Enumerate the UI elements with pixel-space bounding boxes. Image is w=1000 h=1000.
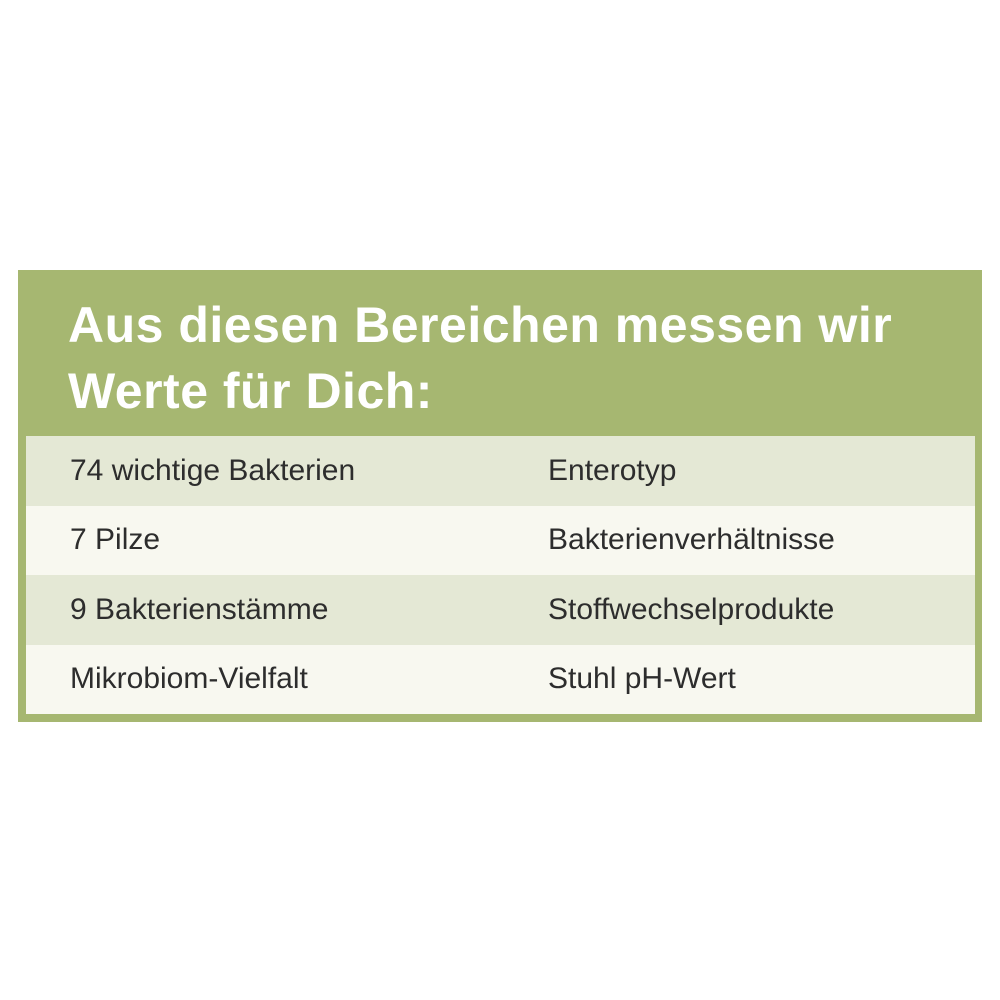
table-body: 74 wichtige Bakterien Enterotyp 7 Pilze …	[18, 436, 982, 722]
table-cell-left: 9 Bakterienstämme	[70, 592, 329, 626]
measurement-areas-table: Aus diesen Bereichen messen wir Werte fü…	[18, 270, 982, 722]
table-cell-right: Enterotyp	[548, 453, 677, 487]
table-cell-left: Mikrobiom-Vielfalt	[70, 662, 308, 696]
table-cell-right: Bakterienverhältnisse	[548, 523, 835, 557]
table-cell-right: Stuhl pH-Wert	[548, 662, 736, 696]
table-row: Mikrobiom-Vielfalt Stuhl pH-Wert	[26, 644, 975, 714]
table-row: 74 wichtige Bakterien Enterotyp	[26, 436, 975, 506]
table-cell-left: 74 wichtige Bakterien	[70, 453, 356, 487]
table-cell-right: Stoffwechselprodukte	[548, 592, 835, 626]
table-cell-left: 7 Pilze	[70, 523, 161, 557]
table-row: 9 Bakterienstämme Stoffwechselprodukte	[26, 575, 975, 645]
table-row: 7 Pilze Bakterienverhältnisse	[26, 505, 975, 575]
table-title-line2: Werte für Dich:	[68, 363, 433, 419]
table-header: Aus diesen Bereichen messen wir Werte fü…	[18, 270, 982, 436]
table-title-line1: Aus diesen Bereichen messen wir	[68, 297, 893, 353]
